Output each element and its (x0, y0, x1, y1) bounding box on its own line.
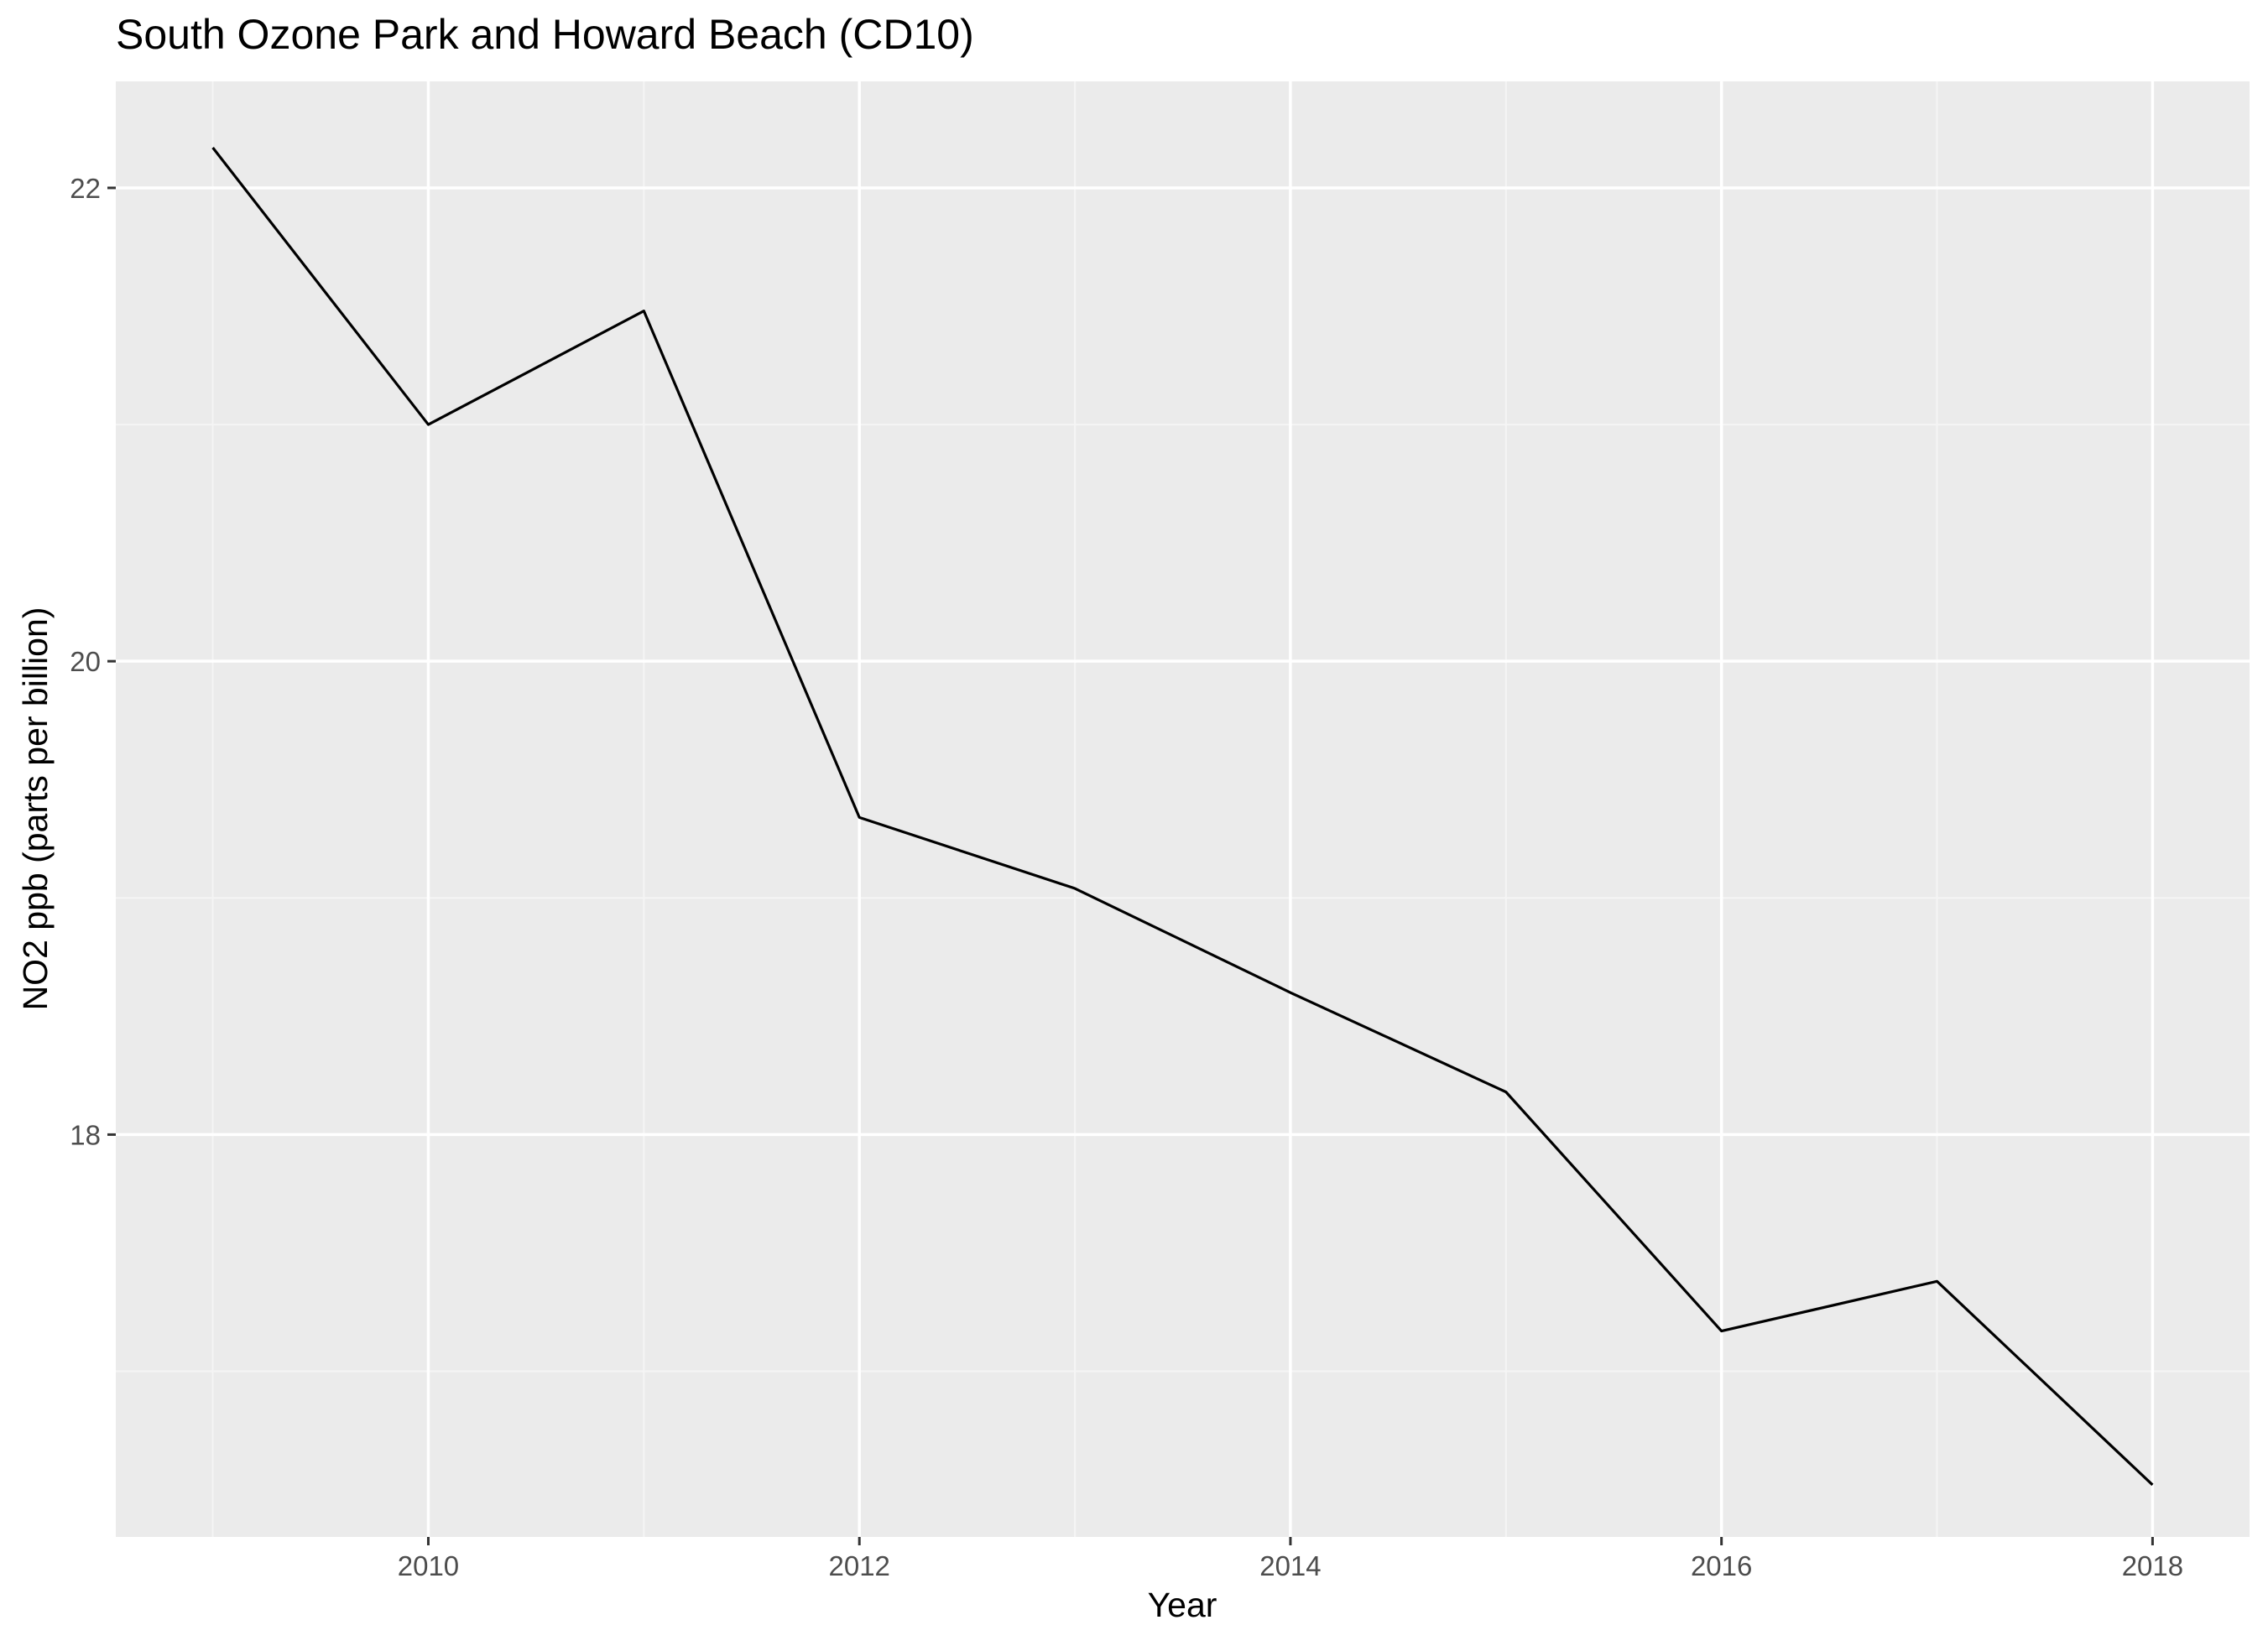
minor-gridlines-x (211, 81, 1938, 1537)
x-tick-label: 2010 (398, 1550, 459, 1581)
x-tick-label: 2012 (828, 1550, 889, 1581)
x-tick-label: 2016 (1691, 1550, 1752, 1581)
chart-title: South Ozone Park and Howard Beach (CD10) (116, 11, 974, 58)
x-axis-title: Year (1148, 1586, 1217, 1624)
major-gridlines-y (116, 186, 2250, 1137)
y-axis: 18 20 22 (70, 173, 116, 1150)
x-tick-label: 2014 (1259, 1550, 1321, 1581)
plot-panel (116, 81, 2250, 1537)
x-axis: 2010 2012 2014 2016 2018 (398, 1537, 2183, 1581)
series-line (211, 147, 2154, 1487)
major-gridlines-x (426, 81, 2155, 1537)
y-axis-title: NO2 ppb (parts per billion) (16, 607, 55, 1011)
minor-gridlines-y (116, 424, 2250, 1373)
y-tick-label: 18 (70, 1119, 101, 1150)
series-layer (211, 147, 2154, 1487)
y-tick-label: 20 (70, 646, 101, 677)
x-tick-label: 2018 (2122, 1550, 2183, 1581)
y-tick-label: 22 (70, 173, 101, 204)
